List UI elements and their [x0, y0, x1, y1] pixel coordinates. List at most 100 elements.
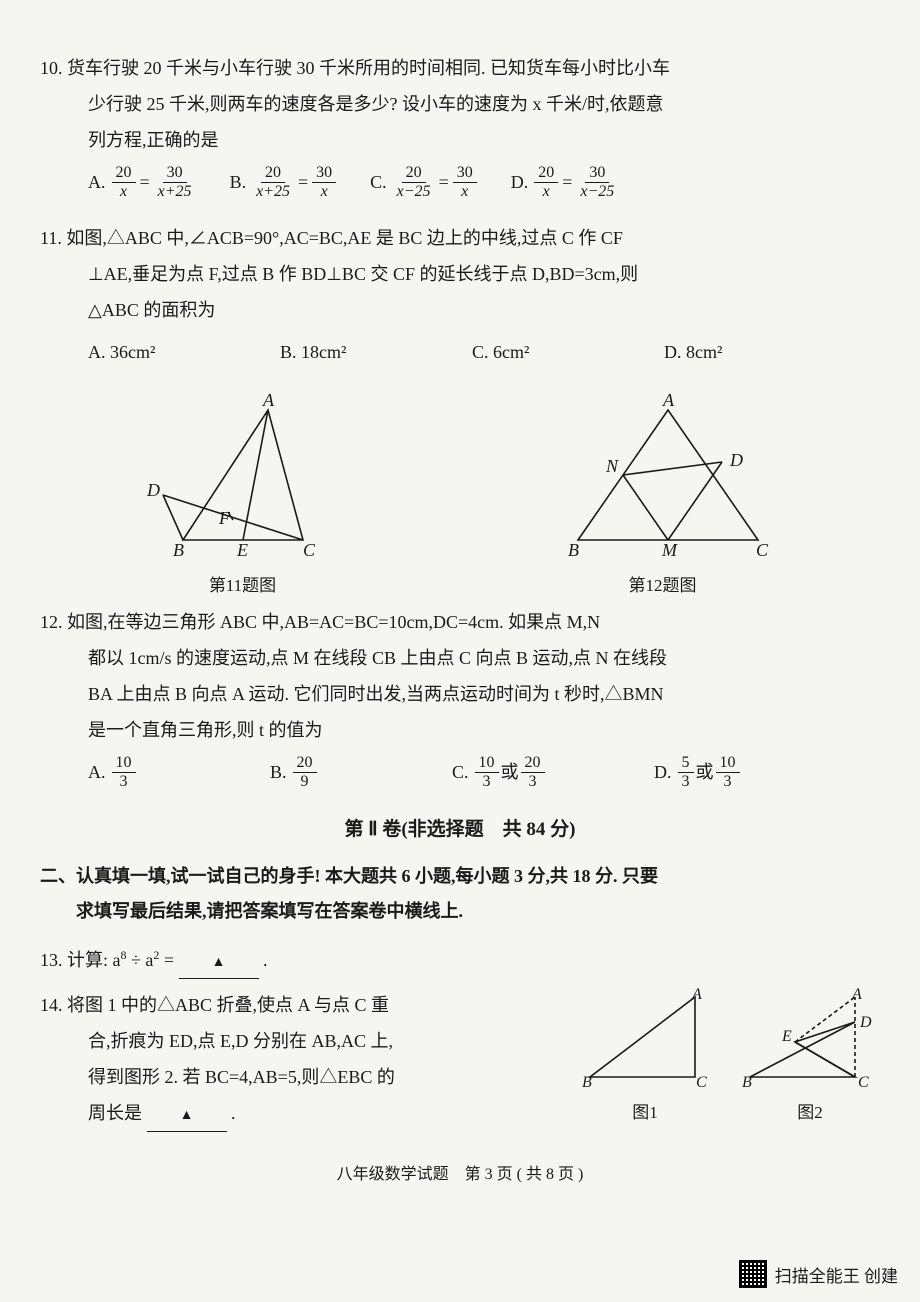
- period: .: [231, 1103, 236, 1123]
- q10-line3: 列方程,正确的是: [40, 122, 880, 158]
- q14-figures: A B C 图1 A B C D E: [580, 987, 880, 1123]
- page-footer: 八年级数学试题 第 3 页 ( 共 8 页 ): [40, 1160, 880, 1184]
- q10-option-d: D. 20x = 30x−25: [511, 164, 621, 200]
- q14-number: 14.: [40, 995, 63, 1015]
- q11-option-d: D. 8cm²: [664, 334, 824, 370]
- q12-caption: 第12题图: [538, 571, 788, 596]
- or-text: 或: [501, 754, 519, 790]
- figure-1: A B C 图1: [580, 987, 710, 1123]
- figure-2: A B C D E 图2: [740, 987, 880, 1123]
- q14-line2: 合,折痕为 ED,点 E,D 分别在 AB,AC 上,: [40, 1023, 580, 1059]
- q11-line3: △ABC 的面积为: [40, 292, 880, 328]
- q11-options: A. 36cm² B. 18cm² C. 6cm² D. 8cm²: [40, 334, 880, 370]
- q12-option-c: C. 103 或 203: [452, 754, 622, 790]
- scan-watermark: 扫描全能王 创建: [739, 1260, 898, 1288]
- label-C: C: [303, 540, 316, 560]
- fraction: 20x: [112, 164, 136, 200]
- figure-q11: A B C D E F 第11题图: [133, 390, 353, 596]
- label-C: C: [756, 540, 769, 560]
- svg-text:B: B: [582, 1074, 592, 1087]
- equals: =: [298, 164, 308, 200]
- fraction: 30x: [312, 164, 336, 200]
- option-label: C.: [452, 754, 469, 790]
- q10-option-a: A. 20x = 30x+25: [88, 164, 198, 200]
- label-B: B: [173, 540, 184, 560]
- fraction: 30x−25: [576, 164, 618, 200]
- q14-line1: 将图 1 中的△ABC 折叠,使点 A 与点 C 重: [67, 995, 389, 1015]
- fig2-caption: 图2: [740, 1098, 880, 1123]
- intro-line1: 二、认真填一填,试一试自己的身手! 本大题共 6 小题,每小题 3 分,共 18…: [40, 866, 658, 886]
- fraction: 103: [475, 754, 499, 790]
- q12-options: A. 103 B. 209 C. 103 或 203 D. 53 或 103: [40, 754, 880, 790]
- q14-fig1-svg: A B C: [580, 987, 710, 1087]
- q12-line1: 如图,在等边三角形 ABC 中,AB=AC=BC=10cm,DC=4cm. 如果…: [67, 612, 600, 632]
- fraction: 53: [678, 754, 694, 790]
- option-label: C.: [370, 164, 387, 200]
- q14-fig2-svg: A B C D E: [740, 987, 880, 1087]
- q11-diagram: A B C D E F: [133, 390, 353, 560]
- q13-text: 计算: a8 ÷ a2 =: [67, 950, 179, 970]
- or-text: 或: [696, 754, 714, 790]
- fraction: 209: [293, 754, 317, 790]
- q11-caption: 第11题图: [133, 571, 353, 596]
- q11-line1: 如图,△ABC 中,∠ACB=90°,AC=BC,AE 是 BC 边上的中线,过…: [66, 228, 623, 248]
- label-B: B: [568, 540, 579, 560]
- label-D: D: [146, 480, 160, 500]
- option-label: D.: [511, 164, 529, 200]
- label-A: A: [262, 390, 275, 410]
- q13-number: 13.: [40, 950, 63, 970]
- fraction: 20x−25: [393, 164, 435, 200]
- label-N: N: [605, 456, 619, 476]
- fraction: 20x+25: [252, 164, 294, 200]
- option-label: A.: [88, 754, 106, 790]
- fraction: 103: [112, 754, 136, 790]
- svg-text:A: A: [691, 987, 702, 1003]
- q11-option-a: A. 36cm²: [88, 334, 248, 370]
- q11-option-b: B. 18cm²: [280, 334, 440, 370]
- question-11: 11. 如图,△ABC 中,∠ACB=90°,AC=BC,AE 是 BC 边上的…: [40, 220, 880, 370]
- option-label: A.: [88, 164, 106, 200]
- svg-text:E: E: [781, 1028, 792, 1045]
- option-label: B.: [230, 164, 247, 200]
- svg-text:D: D: [859, 1014, 872, 1031]
- section-2-intro: 二、认真填一填,试一试自己的身手! 本大题共 6 小题,每小题 3 分,共 18…: [40, 859, 880, 927]
- question-10: 10. 货车行驶 20 千米与小车行驶 30 千米所用的时间相同. 已知货车每小…: [40, 50, 880, 200]
- figure-q12: A B C D M N 第12题图: [538, 390, 788, 596]
- fraction: 103: [716, 754, 740, 790]
- q11-option-c: C. 6cm²: [472, 334, 632, 370]
- fraction: 203: [521, 754, 545, 790]
- q14-line3: 得到图形 2. 若 BC=4,AB=5,则△EBC 的: [88, 1059, 395, 1095]
- q12-line2: 都以 1cm/s 的速度运动,点 M 在线段 CB 上由点 C 向点 B 运动,…: [40, 640, 880, 676]
- q11-number: 11.: [40, 228, 62, 248]
- equals: =: [439, 164, 449, 200]
- q12-option-b: B. 209: [270, 754, 420, 790]
- figures-row-11-12: A B C D E F 第11题图 A B C D M: [40, 390, 880, 596]
- q10-option-c: C. 20x−25 = 30x: [370, 164, 479, 200]
- intro-line2: 求填写最后结果,请把答案填写在答案卷中横线上.: [40, 894, 880, 928]
- q12-option-d: D. 53 或 103: [654, 754, 824, 790]
- answer-blank: ▲: [147, 1095, 227, 1132]
- q10-line2: 少行驶 25 千米,则两车的速度各是多少? 设小车的速度为 x 千米/时,依题意: [40, 86, 880, 122]
- fig1-caption: 图1: [580, 1098, 710, 1123]
- equals: =: [562, 164, 572, 200]
- answer-blank: ▲: [179, 942, 259, 979]
- question-12: 12. 如图,在等边三角形 ABC 中,AB=AC=BC=10cm,DC=4cm…: [40, 604, 880, 790]
- section-2-header: 第 Ⅱ 卷(非选择题 共 84 分): [40, 814, 880, 841]
- q12-line3: BA 上由点 B 向点 A 运动. 它们同时出发,当两点运动时间为 t 秒时,△…: [40, 676, 880, 712]
- q12-number: 12.: [40, 612, 63, 632]
- label-A: A: [662, 390, 675, 410]
- q10-options: A. 20x = 30x+25 B. 20x+25 = 30x C. 20x−2…: [40, 164, 880, 200]
- q12-line4: 是一个直角三角形,则 t 的值为: [40, 712, 880, 748]
- scan-text: 扫描全能王 创建: [775, 1262, 898, 1287]
- q12-diagram: A B C D M N: [538, 390, 788, 560]
- label-M: M: [661, 540, 678, 560]
- option-label: B.: [270, 754, 287, 790]
- label-D: D: [729, 450, 743, 470]
- svg-text:C: C: [858, 1074, 869, 1087]
- question-14: 14. 将图 1 中的△ABC 折叠,使点 A 与点 C 重 合,折痕为 ED,…: [40, 987, 880, 1132]
- q12-option-a: A. 103: [88, 754, 238, 790]
- q11-line2: ⊥AE,垂足为点 F,过点 B 作 BD⊥BC 交 CF 的延长线于点 D,BD…: [40, 256, 880, 292]
- q10-line1: 货车行驶 20 千米与小车行驶 30 千米所用的时间相同. 已知货车每小时比小车: [67, 58, 670, 78]
- q14-line4: 周长是: [88, 1103, 142, 1123]
- equals: =: [140, 164, 150, 200]
